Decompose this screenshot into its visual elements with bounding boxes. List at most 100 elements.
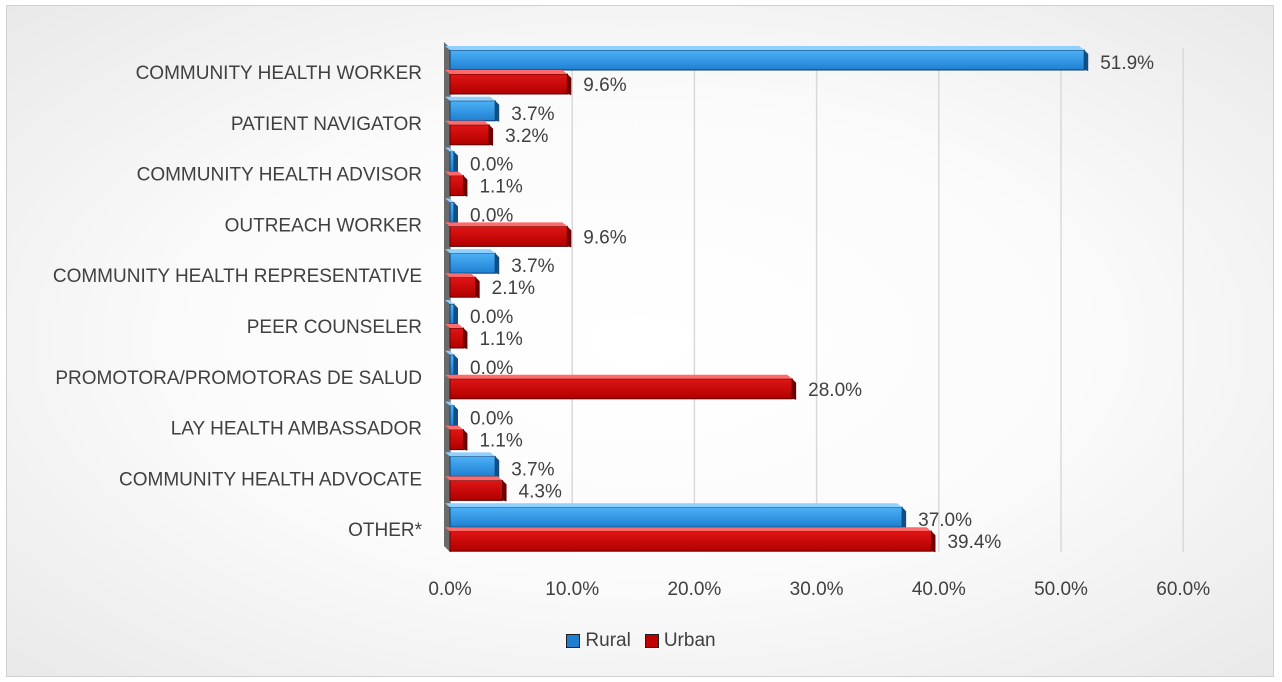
category-label: COMMUNITY HEALTH ADVISOR: [137, 165, 422, 186]
bar-urban-face: [449, 225, 568, 247]
x-tick-label: 0.0%: [428, 579, 471, 600]
category-label: COMMUNITY HEALTH WORKER: [136, 63, 422, 84]
bar-urban-top: [445, 324, 464, 328]
data-label-rural: 3.7%: [511, 256, 554, 277]
chart-frame: [6, 5, 1274, 677]
bar-urban-top: [445, 527, 932, 532]
bar-rural-face: [449, 405, 455, 427]
bar-urban-face: [449, 175, 464, 197]
bar-rural-top: [445, 147, 454, 152]
bar-rural-face: [449, 49, 1085, 71]
data-label-rural: 0.0%: [470, 155, 513, 176]
category-label: COMMUNITY HEALTH REPRESENTATIVE: [53, 266, 422, 287]
bar-rural-face: [449, 151, 455, 173]
bar-urban-side: [475, 277, 480, 299]
bar-rural-top: [445, 300, 454, 304]
category-label: OUTREACH WORKER: [225, 215, 422, 236]
bar-urban-top: [445, 120, 490, 125]
x-tick-label: 30.0%: [790, 579, 844, 600]
bar-urban-face: [449, 530, 932, 552]
bar-urban: [445, 324, 468, 349]
category-label: LAY HEALTH AMBASSADOR: [171, 419, 422, 440]
data-label-urban: 1.1%: [479, 177, 522, 198]
data-label-urban: 4.3%: [519, 481, 562, 502]
bar-rural-face: [449, 506, 903, 528]
x-tick-label: 50.0%: [1034, 579, 1088, 600]
bar-rural-top: [445, 198, 454, 203]
y-axis-wall: [444, 42, 450, 552]
bar-rural-top: [445, 46, 1085, 50]
data-label-rural: 37.0%: [918, 510, 972, 531]
bar-rural-side: [454, 304, 458, 325]
bar-rural-face: [449, 354, 455, 376]
bar-rural-top: [445, 350, 454, 355]
bar-urban: [445, 171, 468, 197]
bar-urban-side: [463, 429, 468, 451]
bar-rural-face: [449, 201, 455, 223]
bar-urban-top: [445, 70, 568, 74]
x-tick-label: 10.0%: [545, 579, 599, 600]
bar-rural: [445, 198, 458, 224]
data-label-rural: 0.0%: [470, 205, 513, 226]
bar-urban: [445, 120, 494, 146]
data-label-urban: 28.0%: [808, 380, 862, 401]
category-label: COMMUNITY HEALTH ADVOCATE: [119, 469, 422, 490]
category-label: OTHER*: [348, 520, 423, 541]
bar-rural-side: [454, 354, 458, 376]
data-label-urban: 9.6%: [583, 227, 626, 248]
bar-rural-top: [445, 96, 496, 101]
bar-urban-face: [449, 429, 464, 451]
bar-urban-side: [502, 480, 507, 502]
bar-urban: [445, 425, 468, 451]
data-label-rural: 3.7%: [511, 459, 554, 480]
bar-rural-face: [449, 303, 455, 325]
data-label-urban: 2.1%: [492, 278, 535, 299]
bar-urban-face: [449, 73, 568, 95]
bars: [445, 46, 1089, 553]
bar-urban-face: [449, 124, 490, 146]
axes: 0.0% 10.0% 20.0% 30.0% 40.0% 50.0% 60.0% COMMUN…: [53, 42, 1210, 600]
bar-urban: [445, 476, 507, 502]
bar-rural-side: [1084, 50, 1089, 71]
bar-rural-side: [454, 405, 458, 427]
bar-rural: [445, 46, 1089, 71]
bar-urban-side: [567, 226, 572, 248]
legend-swatch-rural: [566, 634, 581, 648]
category-label: PROMOTORA/PROMOTORAS DE SALUD: [55, 368, 422, 389]
bar-rural-side: [454, 151, 458, 173]
bar-urban-side: [463, 328, 468, 349]
bar-rural-side: [495, 456, 500, 478]
bar-rural-face: [449, 100, 496, 122]
legend-swatch-urban: [644, 634, 659, 648]
bar-rural-side: [495, 100, 500, 122]
bar-urban-side: [489, 124, 494, 146]
legend-label-rural: Rural: [585, 630, 631, 651]
x-tick-label: 40.0%: [912, 579, 966, 600]
bar-urban-side: [567, 74, 572, 95]
bar-rural: [445, 96, 500, 122]
x-tick-label: 60.0%: [1156, 579, 1210, 600]
bar-rural-side: [454, 202, 458, 224]
data-label-urban: 3.2%: [505, 126, 548, 147]
category-label: PEER COUNSELER: [247, 317, 422, 338]
bar-rural: [445, 503, 907, 529]
data-label-rural: 51.9%: [1100, 53, 1154, 74]
bar-urban-face: [449, 276, 477, 298]
x-tick-label: 20.0%: [667, 579, 721, 600]
bar-urban-face: [449, 327, 464, 349]
data-label-rural: 0.0%: [470, 358, 513, 379]
bar-urban-side: [931, 531, 936, 553]
bar-urban-side: [463, 175, 468, 197]
data-label-rural: 0.0%: [470, 307, 513, 328]
bar-urban: [445, 273, 480, 299]
bar-urban-top: [445, 171, 464, 176]
data-labels: 51.9%9.6%3.7%3.2%0.0%1.1%0.0%9.6%3.7%2.1…: [470, 53, 1154, 553]
bar-rural: [445, 249, 500, 275]
legend: Rural Urban: [0, 630, 1282, 652]
bar-urban-face: [449, 378, 793, 400]
bar-urban: [445, 527, 936, 553]
data-label-urban: 1.1%: [479, 329, 522, 350]
bar-rural-top: [445, 452, 496, 457]
category-label: PATIENT NAVIGATOR: [231, 114, 422, 135]
